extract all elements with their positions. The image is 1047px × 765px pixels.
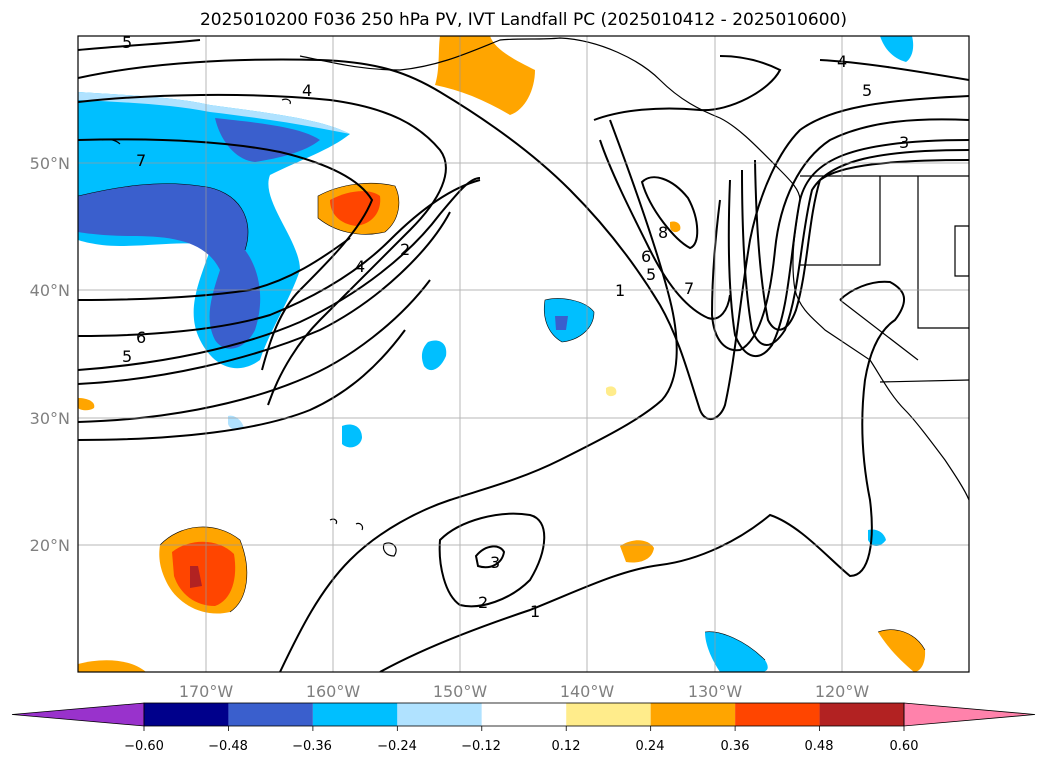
contour-label-6-mid: 6 bbox=[641, 247, 651, 266]
lon-label-150w: 150°W bbox=[433, 682, 488, 701]
colorbar-tick-label: −0.12 bbox=[461, 739, 501, 754]
lon-label-170w: 170°W bbox=[179, 682, 234, 701]
lat-label-30n: 30°N bbox=[30, 409, 70, 428]
contour-label-5-mid: 5 bbox=[646, 265, 656, 284]
colorbar-segment bbox=[650, 703, 736, 726]
colorbar-tick-label: −0.36 bbox=[292, 739, 332, 754]
colorbar-segment bbox=[566, 703, 651, 726]
gridlines bbox=[78, 36, 969, 672]
colorbar-tick-label: 0.12 bbox=[552, 739, 581, 754]
colorbar-tick-label: 0.48 bbox=[805, 739, 834, 754]
contour-label-1-s: 1 bbox=[530, 602, 540, 621]
colorbar-tick-label: −0.60 bbox=[124, 739, 164, 754]
colorbar-tick-label: 0.24 bbox=[636, 739, 665, 754]
colorbar-segment bbox=[735, 703, 820, 726]
contour-label-1-mid: 1 bbox=[615, 281, 625, 300]
colorbar-labels: −0.60 −0.48 −0.36 −0.24 −0.12 0.12 0.24 … bbox=[124, 739, 918, 754]
contour-label-8-mid: 8 bbox=[658, 223, 668, 242]
colorbar-tick-label: −0.48 bbox=[208, 739, 248, 754]
contour-label-5-top: 5 bbox=[122, 33, 132, 52]
colorbar-extend-low bbox=[11, 702, 145, 727]
colorbar-segment bbox=[144, 703, 229, 726]
coastlines bbox=[101, 37, 969, 557]
lon-label-130w: 130°W bbox=[688, 682, 743, 701]
colorbar-segment bbox=[312, 703, 398, 726]
lon-axis: 170°W 160°W 150°W 140°W 130°W 120°W bbox=[179, 682, 870, 701]
colorbar-segment bbox=[228, 703, 313, 726]
contour-label-4-ne: 4 bbox=[837, 52, 847, 71]
ivt-contours bbox=[78, 39, 969, 672]
colorbar-tick-label: −0.24 bbox=[377, 739, 417, 754]
contour-label-7-w: 7 bbox=[136, 151, 146, 170]
lat-axis: 50°N 40°N 30°N 20°N bbox=[30, 154, 70, 555]
colorbar: −0.60 −0.48 −0.36 −0.24 −0.12 0.12 0.24 … bbox=[11, 702, 1036, 754]
map-title: 2025010200 F036 250 hPa PV, IVT Landfall… bbox=[199, 10, 847, 30]
colorbar-extend-high bbox=[903, 702, 1036, 727]
lat-label-50n: 50°N bbox=[30, 154, 70, 173]
contour-label-4-w: 4 bbox=[355, 257, 365, 276]
contour-labels: 5 4 4 5 3 7 6 5 4 2 8 6 5 7 1 3 2 1 bbox=[122, 33, 909, 621]
colorbar-tick-label: 0.36 bbox=[721, 739, 750, 754]
lat-label-20n: 20°N bbox=[30, 536, 70, 555]
colorbar-ticks bbox=[143, 726, 905, 731]
colorbar-segment bbox=[481, 703, 567, 726]
contour-label-2-w: 2 bbox=[400, 240, 410, 259]
lon-label-160w: 160°W bbox=[306, 682, 361, 701]
contour-label-3-s: 3 bbox=[490, 553, 500, 572]
contour-label-2-s: 2 bbox=[478, 593, 488, 612]
colorbar-segments bbox=[11, 702, 1036, 727]
lat-label-40n: 40°N bbox=[30, 281, 70, 300]
colorbar-tick-label: 0.60 bbox=[890, 739, 919, 754]
contour-label-4-top: 4 bbox=[302, 81, 312, 100]
contour-label-7-mid: 7 bbox=[684, 279, 694, 298]
lon-label-120w: 120°W bbox=[815, 682, 870, 701]
contour-label-5-ne: 5 bbox=[862, 81, 872, 100]
contour-label-5-w: 5 bbox=[122, 347, 132, 366]
lon-label-140w: 140°W bbox=[560, 682, 615, 701]
colorbar-segment bbox=[397, 703, 482, 726]
colorbar-segment bbox=[819, 703, 904, 726]
plot-frame bbox=[77, 35, 970, 673]
pv-negative-shading bbox=[78, 36, 914, 672]
colorbar-frame bbox=[143, 702, 905, 727]
contour-label-3-ne: 3 bbox=[899, 133, 909, 152]
contour-label-6-w: 6 bbox=[136, 328, 146, 347]
